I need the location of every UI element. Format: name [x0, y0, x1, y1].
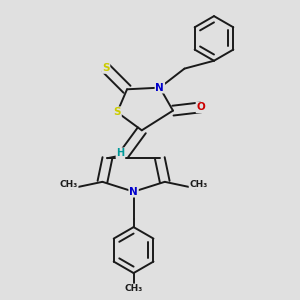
Text: CH₃: CH₃: [59, 180, 78, 189]
Text: O: O: [196, 102, 205, 112]
Text: S: S: [102, 63, 110, 73]
Text: S: S: [113, 107, 121, 117]
Text: N: N: [155, 83, 164, 93]
Text: CH₃: CH₃: [124, 284, 143, 293]
Text: N: N: [129, 187, 138, 197]
Text: CH₃: CH₃: [189, 180, 208, 189]
Text: H: H: [116, 148, 124, 158]
